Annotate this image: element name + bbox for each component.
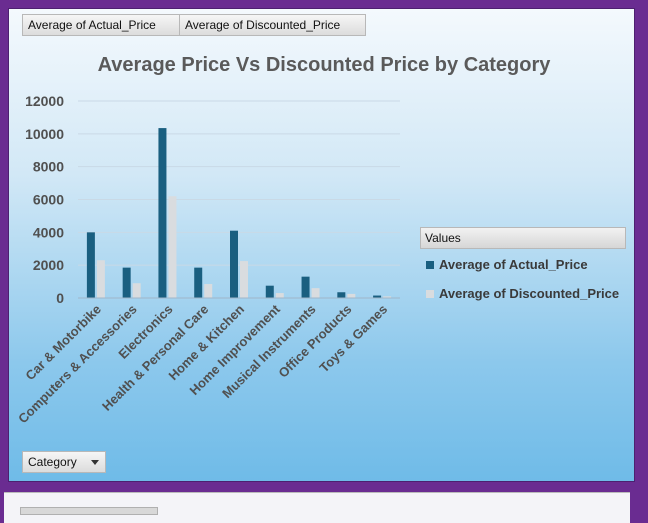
legend-item-discounted-price: Average of Discounted_Price — [426, 286, 619, 302]
bar-actual-8 — [373, 295, 382, 298]
chart-title: Average Price Vs Discounted Price by Cat… — [97, 54, 551, 76]
bar-discounted-2 — [168, 196, 177, 298]
lower-tab[interactable] — [20, 507, 158, 515]
legend-item-actual-price: Average of Actual_Price — [426, 257, 588, 273]
category-filter-label: Category — [28, 455, 77, 469]
bar-discounted-8 — [383, 296, 392, 298]
legend-swatch-discounted-price — [426, 289, 434, 298]
bar-discounted-1 — [132, 283, 141, 298]
y-tick-label-2000: 2000 — [33, 257, 64, 273]
bar-actual-0 — [86, 232, 95, 298]
y-tick-label-0: 0 — [56, 290, 64, 306]
legend-swatch-actual-price — [426, 260, 434, 269]
legend-label-discounted-price: Average of Discounted_Price — [439, 286, 620, 301]
category-filter-button[interactable]: Category — [22, 451, 106, 473]
legend-header: Values — [420, 227, 626, 249]
y-tick-label-8000: 8000 — [33, 159, 64, 175]
legend-label-actual-price: Average of Actual_Price — [439, 257, 588, 272]
bar-actual-5 — [265, 285, 274, 298]
y-tick-label-4000: 4000 — [33, 224, 64, 240]
bar-actual-1 — [122, 267, 131, 298]
bar-actual-4 — [230, 230, 238, 298]
values-field-button-actual-price[interactable]: Average of Actual_Price — [22, 14, 180, 36]
bar-discounted-3 — [204, 284, 213, 298]
bar-discounted-5 — [275, 293, 284, 298]
bar-discounted-7 — [347, 293, 356, 298]
y-tick-label-6000: 6000 — [33, 192, 64, 208]
bar-actual-6 — [301, 276, 310, 298]
bar-actual-3 — [194, 267, 203, 298]
bar-discounted-0 — [96, 260, 105, 298]
bar-actual-7 — [337, 292, 346, 298]
bar-discounted-6 — [311, 288, 320, 298]
bar-actual-2 — [158, 128, 167, 298]
y-tick-label-10000: 10000 — [25, 126, 64, 142]
bar-discounted-4 — [240, 261, 248, 298]
y-tick-label-12000: 12000 — [25, 93, 64, 109]
dropdown-arrow-icon — [90, 460, 99, 466]
values-field-button-discounted-price[interactable]: Average of Discounted_Price — [179, 14, 366, 36]
